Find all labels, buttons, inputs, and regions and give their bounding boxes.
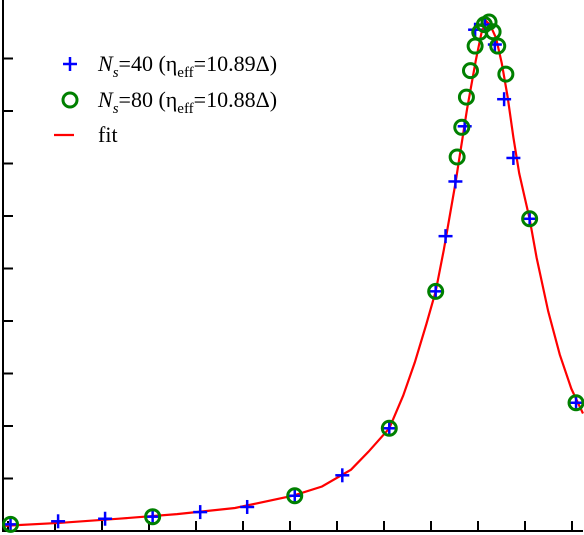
point-ns40 (3, 517, 18, 532)
point-ns40 (506, 150, 521, 165)
point-ns40 (497, 92, 512, 107)
point-ns40 (98, 511, 113, 526)
point-ns40 (193, 505, 208, 520)
point-ns80 (489, 37, 507, 55)
fit-line (2, 19, 584, 527)
point-ns40 (522, 211, 537, 226)
point-ns80 (2, 515, 20, 533)
point-ns80 (427, 282, 445, 300)
point-ns40 (438, 229, 453, 244)
legend-label: fit (98, 122, 118, 147)
point-ns80 (466, 37, 484, 55)
point-ns80 (453, 118, 471, 136)
point-ns80 (286, 487, 304, 505)
fit-layer (2, 19, 584, 527)
point-ns40 (335, 468, 350, 483)
point-ns40 (287, 488, 302, 503)
point-ns80 (497, 65, 515, 83)
point-ns40 (145, 509, 160, 524)
legend-symbol-circle (61, 91, 79, 109)
point-ns40 (382, 421, 397, 436)
point-ns80 (457, 88, 475, 106)
legend: Ns=40 (ηeff=10.89Δ) Ns=80 (ηeff=10.88Δ) fi… (54, 51, 277, 147)
legend-label: Ns=80 (ηeff=10.88Δ) (97, 87, 277, 117)
point-ns40 (448, 174, 463, 189)
point-ns80 (484, 23, 502, 41)
point-ns80 (567, 394, 584, 412)
point-ns80 (380, 419, 398, 437)
point-ns80 (521, 210, 539, 228)
points-layer (2, 13, 584, 533)
point-ns80 (448, 148, 466, 166)
point-ns40 (569, 395, 584, 410)
legend-label: Ns=40 (ηeff=10.89Δ) (97, 51, 277, 81)
point-ns80 (144, 508, 162, 526)
legend-symbol-plus (63, 57, 77, 71)
point-ns40 (428, 284, 443, 299)
point-ns40 (51, 514, 66, 529)
point-ns80 (480, 13, 498, 31)
point-ns40 (240, 499, 255, 514)
point-ns80 (461, 62, 479, 80)
